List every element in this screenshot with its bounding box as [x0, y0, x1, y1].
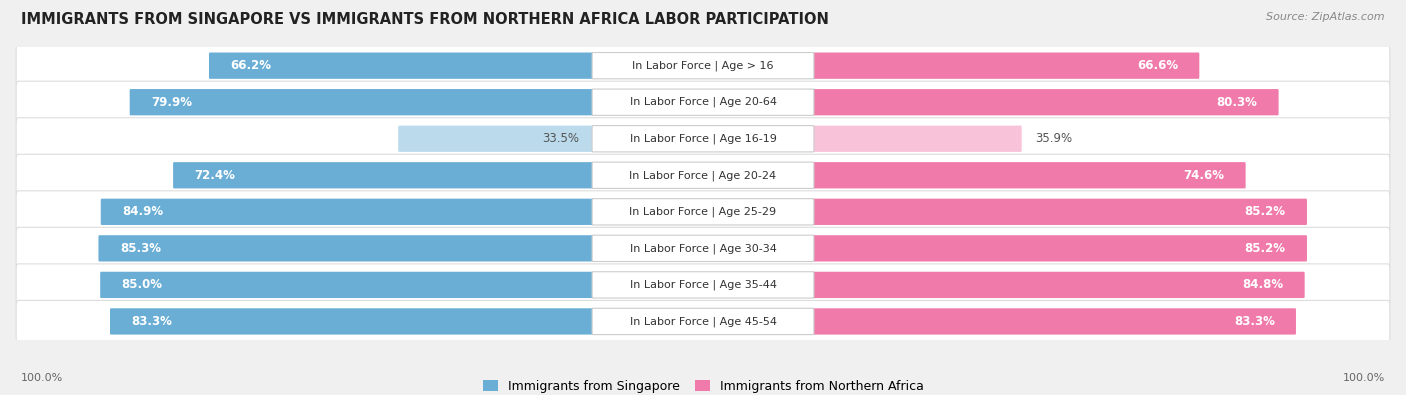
Text: In Labor Force | Age 25-29: In Labor Force | Age 25-29: [630, 207, 776, 217]
FancyBboxPatch shape: [173, 162, 593, 188]
FancyBboxPatch shape: [813, 199, 1308, 225]
FancyBboxPatch shape: [101, 199, 593, 225]
Text: 72.4%: 72.4%: [194, 169, 235, 182]
Text: 35.9%: 35.9%: [1035, 132, 1071, 145]
FancyBboxPatch shape: [15, 45, 1391, 87]
FancyBboxPatch shape: [398, 126, 593, 152]
Text: 100.0%: 100.0%: [1343, 373, 1385, 383]
FancyBboxPatch shape: [15, 191, 1391, 233]
Text: In Labor Force | Age 20-64: In Labor Force | Age 20-64: [630, 97, 776, 107]
FancyBboxPatch shape: [813, 126, 1022, 152]
FancyBboxPatch shape: [813, 89, 1278, 115]
FancyBboxPatch shape: [15, 301, 1391, 342]
Text: 84.8%: 84.8%: [1241, 278, 1284, 292]
FancyBboxPatch shape: [592, 162, 814, 188]
Text: 84.9%: 84.9%: [122, 205, 163, 218]
FancyBboxPatch shape: [592, 272, 814, 298]
Text: 85.3%: 85.3%: [120, 242, 160, 255]
FancyBboxPatch shape: [592, 126, 814, 152]
FancyBboxPatch shape: [592, 308, 814, 335]
Text: 79.9%: 79.9%: [150, 96, 193, 109]
Text: 80.3%: 80.3%: [1216, 96, 1257, 109]
FancyBboxPatch shape: [592, 53, 814, 79]
FancyBboxPatch shape: [15, 81, 1391, 123]
FancyBboxPatch shape: [592, 89, 814, 115]
FancyBboxPatch shape: [813, 53, 1199, 79]
Text: 85.2%: 85.2%: [1244, 242, 1285, 255]
FancyBboxPatch shape: [98, 235, 593, 261]
Text: 66.2%: 66.2%: [231, 59, 271, 72]
FancyBboxPatch shape: [209, 53, 593, 79]
FancyBboxPatch shape: [110, 308, 593, 335]
Text: 74.6%: 74.6%: [1184, 169, 1225, 182]
Text: 33.5%: 33.5%: [541, 132, 579, 145]
FancyBboxPatch shape: [15, 264, 1391, 306]
Legend: Immigrants from Singapore, Immigrants from Northern Africa: Immigrants from Singapore, Immigrants fr…: [478, 375, 928, 395]
Text: Source: ZipAtlas.com: Source: ZipAtlas.com: [1267, 12, 1385, 22]
FancyBboxPatch shape: [15, 154, 1391, 196]
Text: In Labor Force | Age 35-44: In Labor Force | Age 35-44: [630, 280, 776, 290]
Text: 100.0%: 100.0%: [21, 373, 63, 383]
FancyBboxPatch shape: [15, 228, 1391, 269]
Text: In Labor Force | Age 20-24: In Labor Force | Age 20-24: [630, 170, 776, 181]
FancyBboxPatch shape: [813, 162, 1246, 188]
FancyBboxPatch shape: [813, 308, 1296, 335]
FancyBboxPatch shape: [813, 235, 1308, 261]
Text: In Labor Force | Age 30-34: In Labor Force | Age 30-34: [630, 243, 776, 254]
Text: 83.3%: 83.3%: [1233, 315, 1275, 328]
FancyBboxPatch shape: [813, 272, 1305, 298]
FancyBboxPatch shape: [129, 89, 593, 115]
FancyBboxPatch shape: [592, 199, 814, 225]
FancyBboxPatch shape: [592, 235, 814, 261]
Text: In Labor Force | Age 45-54: In Labor Force | Age 45-54: [630, 316, 776, 327]
Text: In Labor Force | Age > 16: In Labor Force | Age > 16: [633, 60, 773, 71]
FancyBboxPatch shape: [15, 118, 1391, 160]
Text: 83.3%: 83.3%: [131, 315, 173, 328]
Text: 85.2%: 85.2%: [1244, 205, 1285, 218]
Text: In Labor Force | Age 16-19: In Labor Force | Age 16-19: [630, 134, 776, 144]
Text: IMMIGRANTS FROM SINGAPORE VS IMMIGRANTS FROM NORTHERN AFRICA LABOR PARTICIPATION: IMMIGRANTS FROM SINGAPORE VS IMMIGRANTS …: [21, 12, 830, 27]
Text: 66.6%: 66.6%: [1137, 59, 1178, 72]
FancyBboxPatch shape: [100, 272, 593, 298]
Text: 85.0%: 85.0%: [121, 278, 163, 292]
